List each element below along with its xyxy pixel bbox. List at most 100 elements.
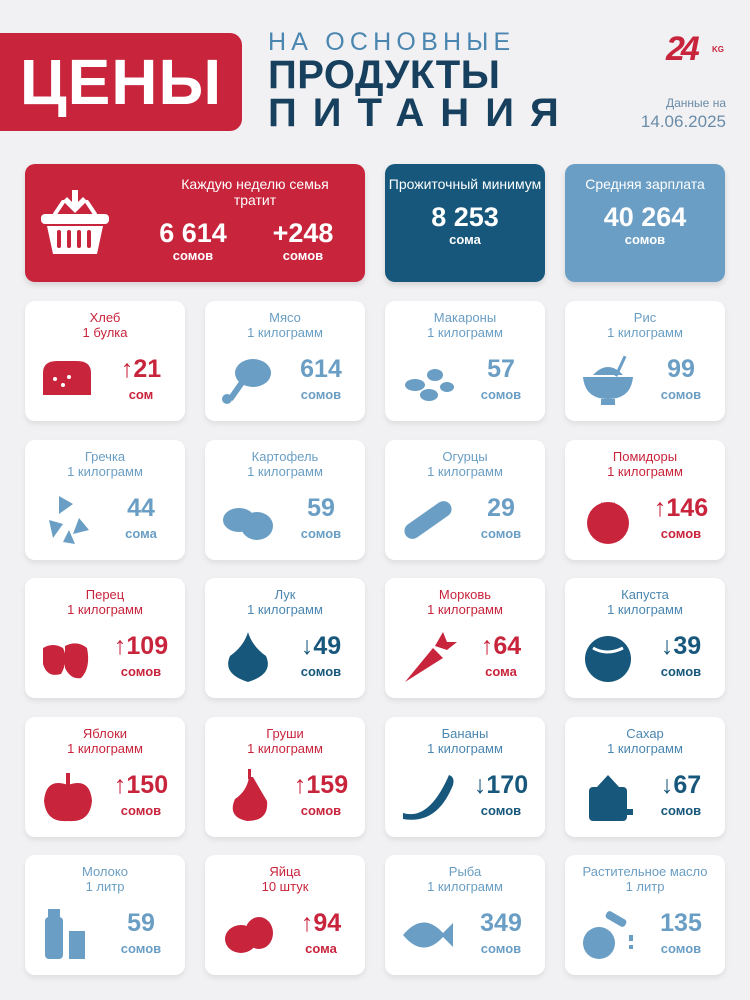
- page-title: НА ОСНОВНЫЕ ПРОДУКТЫ ПИТАНИЯ: [268, 28, 575, 135]
- product-quantity: 1 килограмм: [607, 602, 683, 617]
- product-price: 57: [487, 355, 515, 383]
- title-line-1: НА ОСНОВНЫЕ: [268, 28, 516, 56]
- average-salary-card: Средняя зарплата 40 264 сомов: [565, 164, 725, 282]
- product-unit: сомов: [660, 664, 702, 679]
- product-title: Гречка: [84, 449, 126, 464]
- meat-icon: [222, 359, 271, 404]
- product-name: Макароны 1 килограмм: [385, 310, 545, 340]
- product-unit: сомов: [480, 387, 522, 402]
- product-card: Сахар 1 килограмм ↓67 сомов: [565, 717, 725, 837]
- product-title: Огурцы: [442, 449, 488, 464]
- pasta-icon: [405, 369, 454, 401]
- product-price: ↓39: [660, 632, 702, 660]
- product-title: Бананы: [441, 726, 489, 741]
- weekly-spend-card: Каждую неделю семья тратит 6 614 сомов +…: [25, 164, 365, 282]
- product-unit: сом: [128, 387, 154, 402]
- product-quantity: 1 килограмм: [607, 464, 683, 479]
- product-name: Мясо 1 килограмм: [205, 310, 365, 340]
- product-title: Морковь: [438, 587, 492, 602]
- product-name: Груши 1 килограмм: [205, 726, 365, 756]
- weekly-spend-change-unit: сомов: [282, 248, 324, 263]
- product-title: Хлеб: [89, 310, 121, 325]
- product-quantity: 1 килограмм: [247, 325, 323, 340]
- basket-icon: [41, 190, 109, 254]
- pear-icon: [232, 769, 268, 821]
- product-title: Яйца: [269, 864, 301, 879]
- product-card: Рыба 1 килограмм 349 сомов: [385, 855, 545, 975]
- product-card: Картофель 1 килограмм 59 сомов: [205, 440, 365, 560]
- product-title: Рыба: [448, 864, 482, 879]
- weekly-spend-unit: сомов: [172, 248, 214, 263]
- product-unit: сомов: [120, 664, 162, 679]
- salary-title: Средняя зарплата: [585, 176, 705, 192]
- product-card: Морковь 1 килограмм ↑64 сома: [385, 578, 545, 698]
- product-card: Яйца 10 штук ↑94 сома: [205, 855, 365, 975]
- product-card: Груши 1 килограмм ↑159 сомов: [205, 717, 365, 837]
- product-unit: сомов: [300, 387, 342, 402]
- product-quantity: 1 килограмм: [427, 464, 503, 479]
- product-name: Молоко 1 литр: [25, 864, 185, 894]
- product-quantity: 1 килограмм: [607, 325, 683, 340]
- minimum-wage-card: Прожиточный минимум 8 253 сома: [385, 164, 545, 282]
- product-unit: сомов: [300, 664, 342, 679]
- product-name: Помидоры 1 килограмм: [565, 449, 725, 479]
- product-unit: сомов: [480, 526, 522, 541]
- product-quantity: 1 килограмм: [247, 464, 323, 479]
- product-name: Морковь 1 килограмм: [385, 587, 545, 617]
- product-price: 29: [487, 494, 515, 522]
- minimum-value: 8 253: [431, 202, 499, 232]
- product-title: Перец: [85, 587, 125, 602]
- onion-icon: [228, 632, 268, 682]
- product-quantity: 10 штук: [261, 879, 309, 894]
- product-price: 59: [127, 909, 155, 937]
- product-name: Огурцы 1 килограмм: [385, 449, 545, 479]
- product-title: Груши: [266, 726, 304, 741]
- product-unit: сома: [485, 664, 517, 679]
- product-title: Лук: [274, 587, 296, 602]
- product-name: Сахар 1 килограмм: [565, 726, 725, 756]
- product-price: 614: [300, 355, 342, 383]
- product-price: 349: [480, 909, 522, 937]
- product-name: Хлеб 1 булка: [25, 310, 185, 340]
- product-price: 99: [667, 355, 695, 383]
- product-title: Сахар: [626, 726, 664, 741]
- product-name: Гречка 1 килограмм: [25, 449, 185, 479]
- product-name: Яйца 10 штук: [205, 864, 365, 894]
- product-unit: сомов: [660, 803, 702, 818]
- product-title: Растительное масло: [582, 864, 708, 879]
- product-title: Рис: [633, 310, 657, 325]
- product-name: Яблоки 1 килограмм: [25, 726, 185, 756]
- product-quantity: 1 килограмм: [67, 602, 143, 617]
- date-label: Данные на: [666, 96, 726, 110]
- bread-icon: [43, 361, 91, 395]
- title-line-3: ПИТАНИЯ: [268, 91, 575, 135]
- minimum-title: Прожиточный минимум: [388, 176, 542, 192]
- sugar-icon: [589, 775, 633, 821]
- product-price: ↑159: [293, 771, 349, 799]
- milk-icon: [45, 909, 85, 959]
- salary-value: 40 264: [603, 202, 687, 232]
- product-name: Рис 1 килограмм: [565, 310, 725, 340]
- product-unit: сомов: [480, 941, 522, 956]
- product-name: Перец 1 килограмм: [25, 587, 185, 617]
- product-quantity: 1 килограмм: [427, 325, 503, 340]
- product-card: Рис 1 килограмм 99 сомов: [565, 301, 725, 421]
- product-unit: сомов: [480, 803, 522, 818]
- product-card: Бананы 1 килограмм ↓170 сомов: [385, 717, 545, 837]
- date-info: Данные на 14.06.2025: [641, 96, 726, 132]
- title-badge: ЦЕНЫ: [0, 33, 242, 131]
- product-title: Яблоки: [82, 726, 128, 741]
- product-quantity: 1 килограмм: [67, 741, 143, 756]
- cucumber-icon: [404, 501, 452, 539]
- product-unit: сомов: [120, 941, 162, 956]
- product-quantity: 1 килограмм: [67, 464, 143, 479]
- product-card: Хлеб 1 булка ↑21 сом: [25, 301, 185, 421]
- product-name: Бананы 1 килограмм: [385, 726, 545, 756]
- product-price: ↓67: [660, 771, 702, 799]
- buckwheat-icon: [49, 496, 89, 544]
- product-name: Капуста 1 килограмм: [565, 587, 725, 617]
- product-card: Мясо 1 килограмм 614 сомов: [205, 301, 365, 421]
- product-price: ↓49: [300, 632, 342, 660]
- weekly-spend-change: +248: [272, 218, 334, 248]
- product-price: 135: [660, 909, 702, 937]
